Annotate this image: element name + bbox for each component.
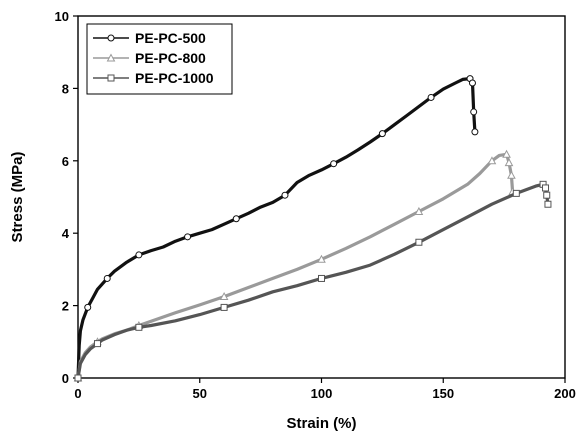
data-point: [487, 156, 497, 165]
data-point: [543, 191, 551, 199]
legend-item: PE-PC-800: [93, 50, 206, 66]
x-tick-label: 150: [432, 386, 454, 401]
data-point: [317, 254, 326, 263]
series-pe-pc-500: [74, 75, 479, 382]
series-pe-pc-1000: [74, 180, 552, 382]
data-point: [504, 158, 514, 167]
series-layer: [73, 75, 552, 382]
data-point: [219, 291, 229, 301]
data-point: [103, 274, 111, 282]
data-point: [542, 184, 550, 192]
data-point: [220, 303, 228, 311]
data-point: [135, 251, 143, 259]
data-point: [232, 215, 240, 223]
data-point: [414, 206, 424, 215]
data-point: [471, 128, 479, 136]
legend-label: PE-PC-800: [135, 50, 206, 66]
x-axis: 0 50 100 150 200: [74, 378, 576, 401]
x-tick-label: 50: [193, 386, 207, 401]
series-line: [76, 152, 515, 380]
y-tick-label: 2: [62, 299, 69, 314]
data-point: [544, 200, 552, 208]
data-point: [378, 130, 386, 138]
data-point: [281, 191, 289, 199]
data-point: [427, 93, 435, 101]
x-axis-label: Strain (%): [286, 415, 356, 432]
data-point: [468, 79, 476, 87]
y-tick-label: 4: [62, 226, 70, 241]
data-point: [507, 170, 516, 179]
legend-item: PE-PC-500: [93, 30, 206, 46]
x-tick-label: 100: [311, 386, 333, 401]
data-point: [512, 189, 520, 197]
series-line: [76, 77, 477, 380]
data-point: [93, 340, 101, 348]
legend-marker: [106, 53, 116, 62]
legend-marker: [107, 34, 115, 42]
legend: PE-PC-500 PE-PC-800 PE-PC-1000: [86, 23, 233, 95]
y-tick-label: 10: [55, 9, 69, 24]
series-line: [76, 182, 550, 380]
y-tick-label: 8: [62, 81, 69, 96]
data-point: [502, 149, 511, 158]
data-point: [135, 323, 143, 331]
data-point: [184, 233, 192, 241]
y-tick-label: 6: [62, 154, 69, 169]
data-point: [84, 303, 92, 311]
legend-item: PE-PC-1000: [93, 70, 214, 86]
data-point: [415, 238, 423, 246]
x-tick-label: 0: [74, 386, 81, 401]
legend-label: PE-PC-500: [135, 30, 206, 46]
x-tick-label: 200: [554, 386, 576, 401]
data-point: [470, 108, 478, 116]
data-point: [318, 274, 325, 282]
y-axis-label: Stress (MPa): [9, 152, 26, 243]
legend-label: PE-PC-1000: [135, 70, 214, 86]
data-point: [330, 160, 338, 168]
data-point: [74, 374, 82, 382]
legend-marker: [107, 74, 115, 82]
y-axis: 0 2 4 6 8 10: [55, 9, 78, 386]
y-tick-label: 0: [62, 371, 69, 386]
